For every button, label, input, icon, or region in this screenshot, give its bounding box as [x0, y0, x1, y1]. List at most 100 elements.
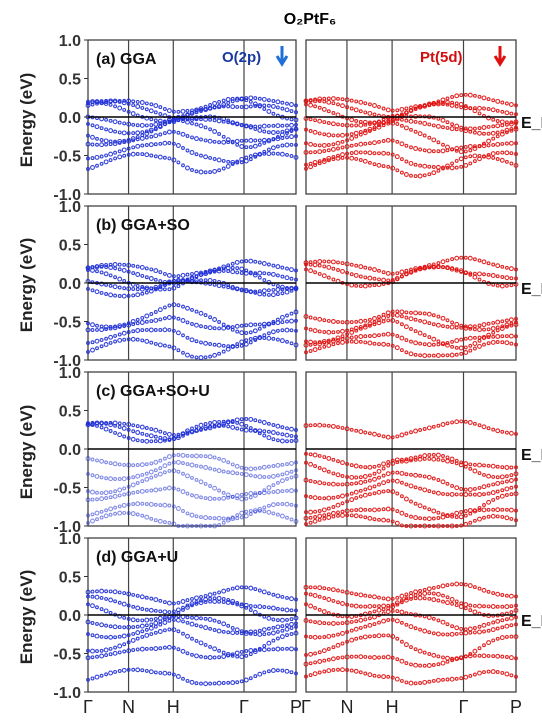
band-point — [293, 630, 299, 636]
band-point — [408, 351, 414, 357]
band-point — [284, 607, 290, 613]
band-point — [104, 460, 109, 465]
band-point — [404, 315, 409, 320]
band-point — [117, 477, 122, 481]
band-point — [171, 601, 176, 606]
band-point — [441, 166, 445, 171]
band-point — [477, 277, 482, 282]
band-point — [431, 123, 436, 128]
band-point — [121, 633, 127, 639]
band-point — [331, 157, 336, 162]
band-point — [208, 269, 213, 274]
band-point — [275, 502, 280, 507]
band-point — [221, 650, 226, 655]
band-point — [349, 155, 355, 161]
band-point — [486, 653, 491, 658]
band-point — [482, 463, 486, 468]
band-point — [477, 258, 482, 263]
band-point — [509, 111, 514, 116]
band-point — [135, 424, 140, 429]
band-point — [436, 478, 441, 482]
band-point — [153, 518, 158, 523]
band-point — [459, 523, 464, 528]
band-point — [104, 327, 109, 332]
band-point — [413, 104, 419, 110]
band-point — [212, 326, 217, 331]
band-point — [280, 100, 285, 105]
band-point — [491, 482, 496, 487]
band-point — [312, 98, 318, 104]
band-point — [99, 338, 104, 342]
band-point — [330, 121, 336, 127]
band-point — [358, 274, 363, 279]
band-point — [257, 138, 262, 143]
band-point — [243, 472, 249, 478]
band-point — [390, 604, 396, 610]
band-point — [372, 491, 377, 496]
band-point — [90, 267, 95, 273]
band-point — [108, 158, 113, 163]
band-point — [216, 628, 222, 634]
band-point — [362, 492, 368, 498]
band-point — [217, 351, 222, 356]
band-point — [436, 585, 441, 589]
band-point — [413, 317, 418, 322]
band-point — [275, 512, 280, 517]
band-point — [126, 109, 131, 114]
band-point — [472, 626, 477, 630]
band-point — [326, 318, 331, 323]
band-point — [185, 134, 190, 138]
band-point — [308, 619, 313, 624]
band-point — [149, 646, 154, 651]
band-point — [349, 132, 354, 137]
y-axis-label-c: Energy (eV) — [17, 405, 36, 499]
band-point — [377, 318, 381, 323]
band-point — [104, 263, 109, 267]
band-point — [95, 649, 99, 654]
band-point — [285, 152, 289, 157]
band-point — [108, 589, 113, 594]
band-point — [244, 98, 249, 103]
band-point — [248, 604, 253, 608]
band-point — [349, 491, 354, 496]
band-point — [353, 489, 359, 495]
band-point — [153, 284, 159, 290]
band-point — [135, 123, 140, 128]
band-point — [135, 490, 140, 494]
band-point — [171, 117, 177, 123]
band-point — [395, 595, 400, 600]
band-point — [436, 99, 441, 104]
spin-down-arrow-icon — [493, 46, 507, 67]
band-point — [243, 341, 249, 347]
band-point — [431, 456, 437, 462]
band-point — [326, 455, 332, 461]
band-point — [284, 275, 290, 281]
band-point — [317, 422, 323, 428]
band-point — [335, 472, 341, 478]
band-point — [377, 268, 381, 273]
band-point — [427, 335, 432, 340]
band-point — [257, 104, 262, 109]
band-point — [463, 104, 468, 109]
band-point — [262, 433, 267, 438]
band-point — [312, 452, 318, 458]
band-point — [509, 604, 514, 609]
band-point — [90, 123, 95, 128]
band-point — [86, 677, 90, 682]
band-point — [495, 618, 501, 624]
band-point — [340, 667, 345, 673]
band-point — [253, 466, 258, 471]
band-point — [408, 523, 414, 529]
band-point — [358, 429, 364, 435]
band-point — [340, 139, 345, 144]
band-point — [418, 663, 423, 668]
band-point — [472, 486, 477, 491]
band-point — [418, 147, 423, 152]
band-point — [271, 592, 276, 597]
band-point — [413, 146, 419, 151]
band-point — [198, 310, 204, 316]
band-point — [468, 148, 473, 153]
band-point — [175, 435, 181, 441]
band-point — [304, 591, 308, 596]
band-point — [500, 670, 505, 675]
